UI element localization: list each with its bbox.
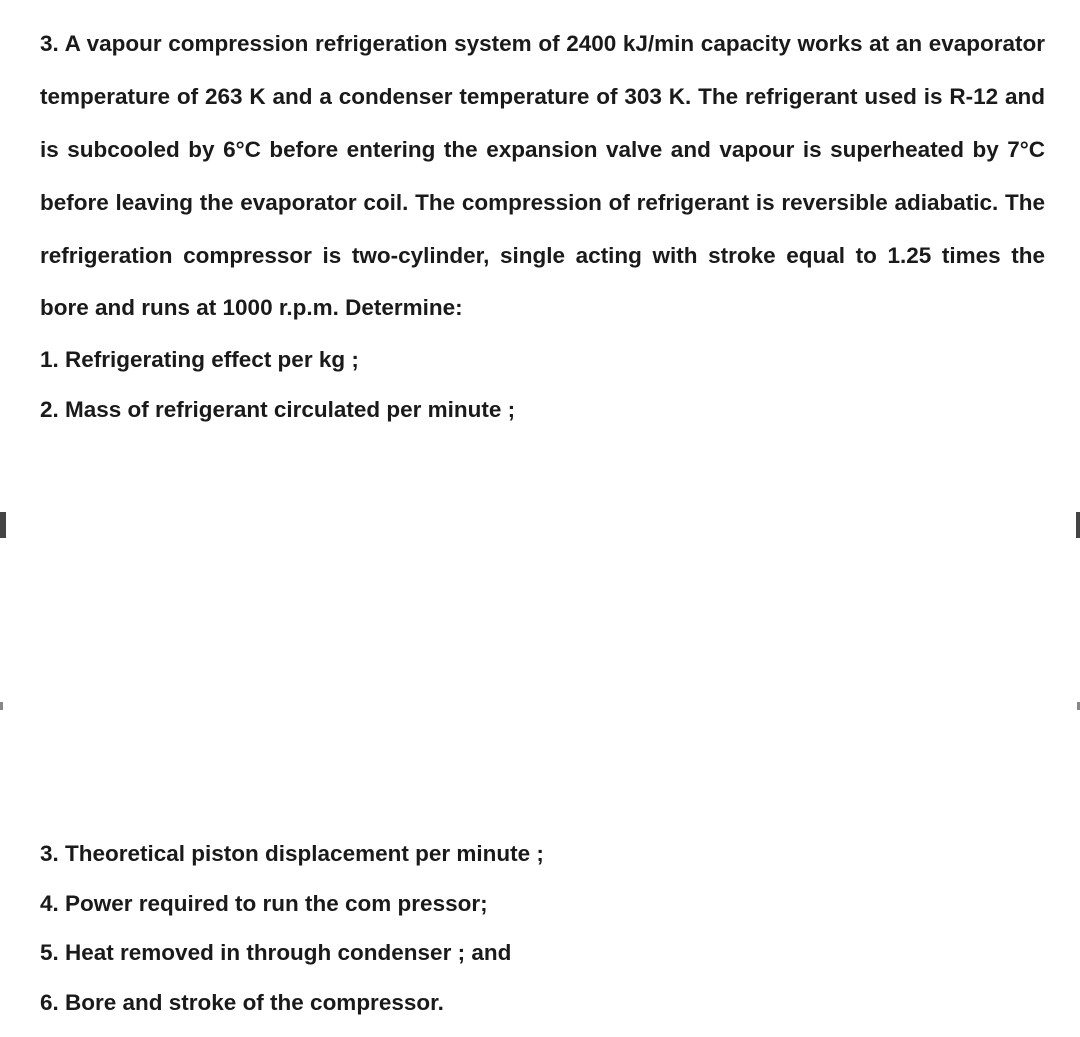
question-5: 5. Heat removed in through condenser ; a…	[40, 928, 1045, 978]
question-3: 3. Theoretical piston displacement per m…	[40, 829, 1045, 879]
question-4: 4. Power required to run the com pressor…	[40, 879, 1045, 929]
question-2: 2. Mass of refrigerant circulated per mi…	[40, 385, 1045, 435]
right-edge-mark	[1076, 512, 1080, 538]
blank-space	[40, 434, 1045, 829]
question-1: 1. Refrigerating effect per kg ;	[40, 335, 1045, 385]
left-edge-mark	[0, 512, 6, 538]
question-6: 6. Bore and stroke of the compressor.	[40, 978, 1045, 1028]
problem-number: 3.	[40, 31, 59, 56]
problem-statement: 3. A vapour compression refrigeration sy…	[40, 18, 1045, 335]
left-small-mark	[0, 702, 3, 710]
problem-body: A vapour compression refrigeration syste…	[40, 31, 1045, 320]
